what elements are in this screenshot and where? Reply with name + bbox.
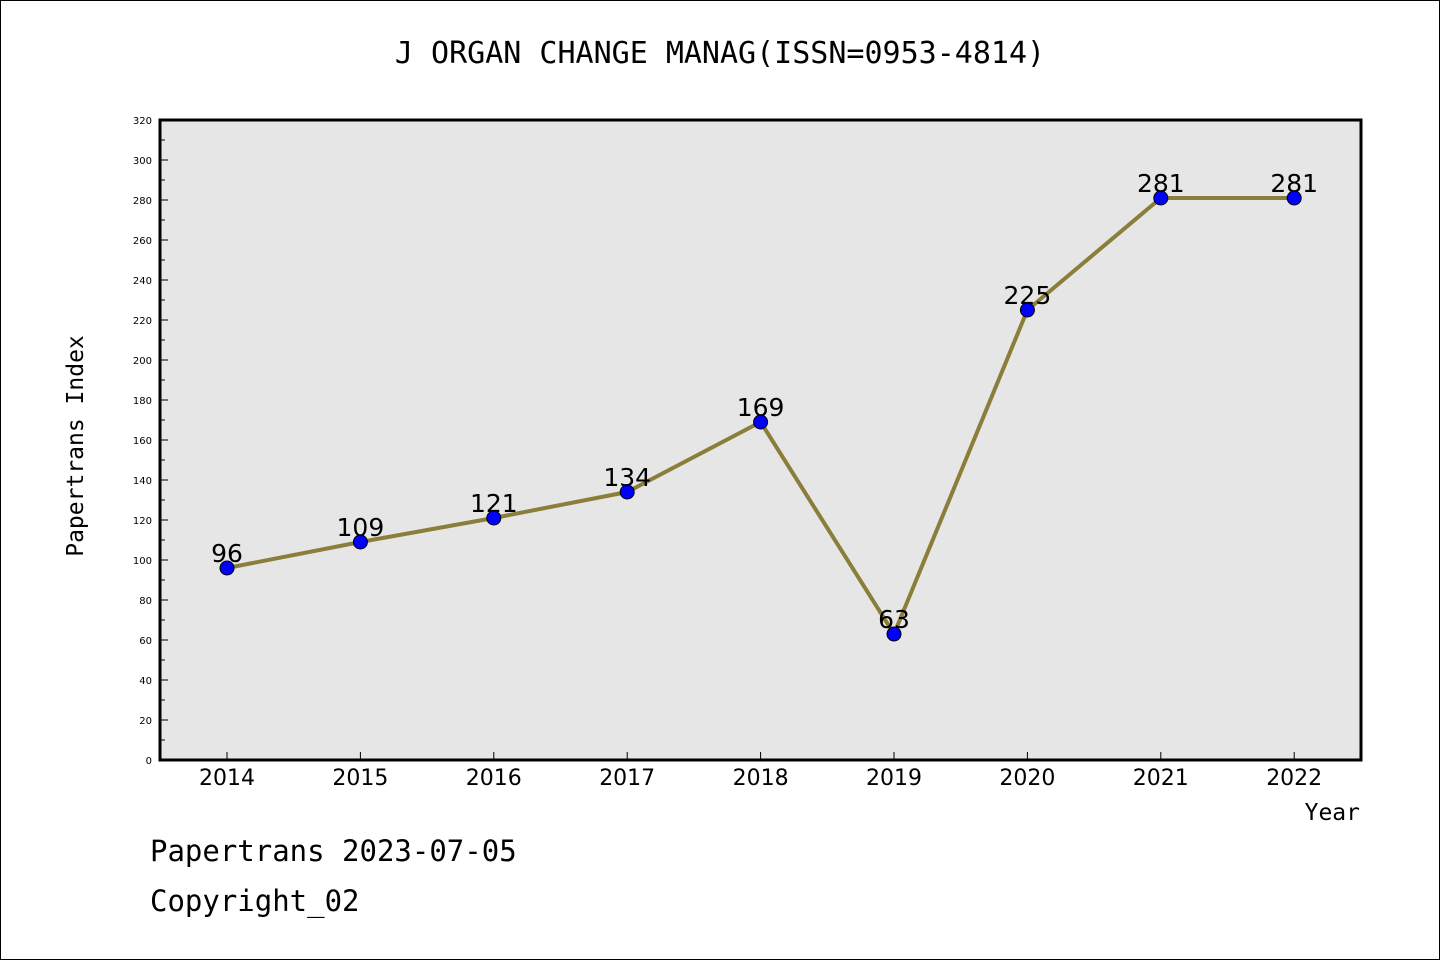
data-label: 96 [211,539,243,568]
y-tick-label: 200 [133,356,152,367]
footer-copyright: Copyright_02 [150,884,360,918]
x-tick-label: 2020 [999,766,1055,791]
x-tick-label: 2018 [733,766,789,791]
data-point [1019,302,1035,318]
y-tick-label: 120 [133,516,152,527]
data-point [1286,190,1302,206]
data-point [886,626,902,642]
data-labels: 96 109 121 134 169 63 225 281 281 [211,169,1318,634]
x-axis: 2014 2015 2016 2017 2018 2019 2020 2021 2022 [199,752,1322,791]
x-tick-label: 2021 [1133,766,1189,791]
y-axis: 0 20 40 60 80 100 120 140 160 180 200 220 240 260 280 3… [133,116,168,767]
y-tick-label: 20 [139,716,152,727]
y-tick-label: 300 [133,156,152,167]
x-tick-label: 2014 [199,766,255,791]
data-point [219,560,235,576]
x-tick-label: 2019 [866,766,922,791]
series-group [219,190,1302,642]
x-tick-label: 2015 [332,766,388,791]
x-tick-label: 2016 [466,766,522,791]
data-label: 281 [1137,169,1185,198]
x-tick-label: 2022 [1266,766,1322,791]
data-label: 134 [603,463,651,492]
y-tick-label: 60 [139,636,152,647]
plot-border [158,118,1363,762]
y-tick-label: 0 [146,756,152,767]
y-tick-label: 320 [133,116,152,127]
y-tick-label: 160 [133,436,152,447]
data-label: 109 [337,513,385,542]
footer-source: Papertrans 2023-07-05 [150,834,517,868]
plot-area [160,120,1361,760]
chart-title: J ORGAN CHANGE MANAG(ISSN=0953-4814) [394,36,1046,71]
y-tick-label: 40 [139,676,152,687]
data-label: 63 [878,605,910,634]
data-label: 281 [1270,169,1318,198]
y-tick-label: 80 [139,596,152,607]
data-point [352,534,368,550]
x-tick-label: 2017 [599,766,655,791]
data-label: 225 [1004,281,1052,310]
x-axis-label: Year [1305,800,1360,826]
data-point [486,510,502,526]
y-tick-label: 140 [133,476,152,487]
data-point [753,414,769,430]
y-tick-label: 220 [133,316,152,327]
data-point [1153,190,1169,206]
y-tick-label: 280 [133,196,152,207]
data-label: 169 [737,393,785,422]
y-tick-label: 100 [133,556,152,567]
data-label: 121 [470,489,518,518]
y-tick-label: 180 [133,396,152,407]
data-point [619,484,635,500]
y-tick-label: 240 [133,276,152,287]
y-tick-label: 260 [133,236,152,247]
